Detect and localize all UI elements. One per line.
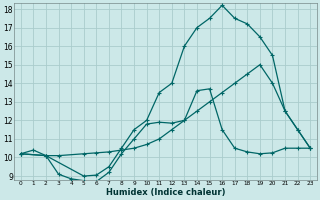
- X-axis label: Humidex (Indice chaleur): Humidex (Indice chaleur): [106, 188, 225, 197]
